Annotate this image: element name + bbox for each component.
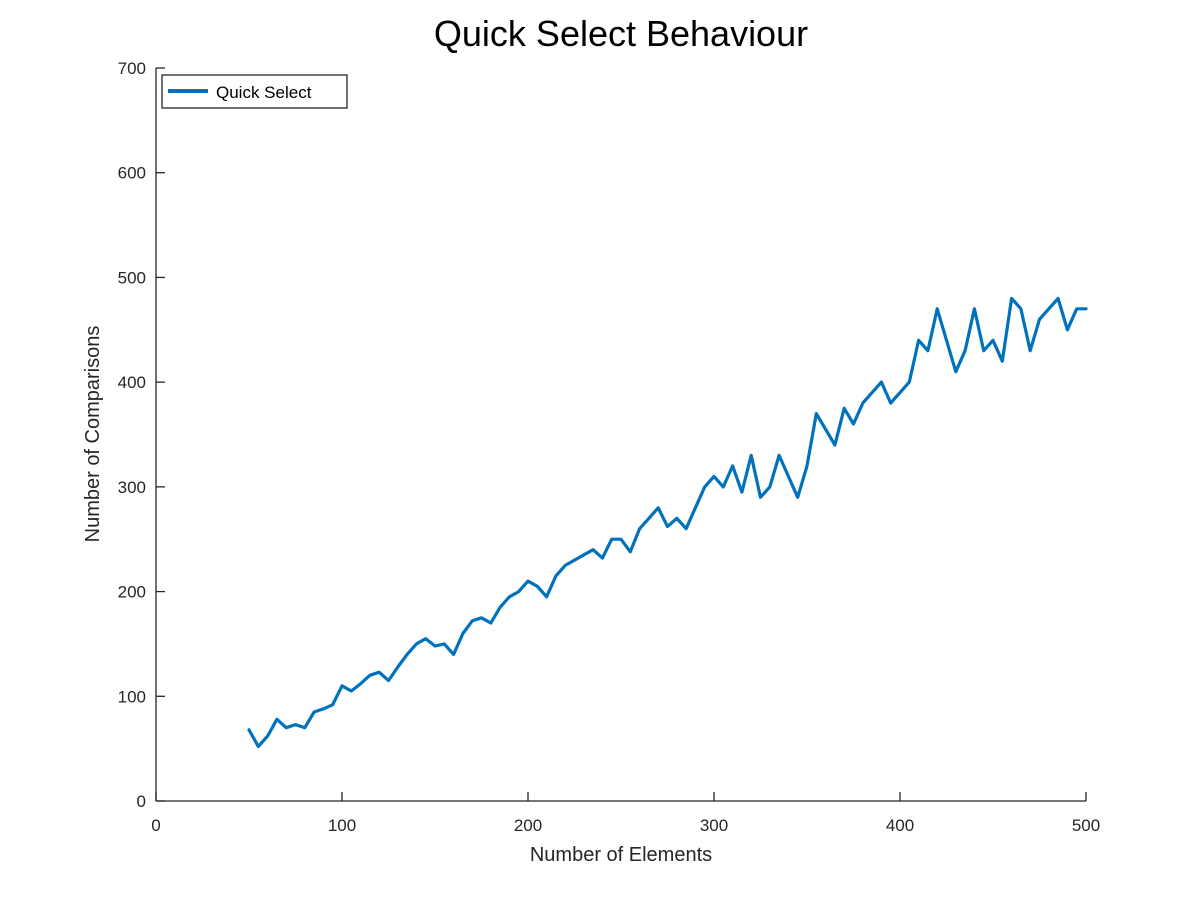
y-tick-label: 700 — [118, 59, 146, 78]
y-tick-label: 500 — [118, 268, 146, 287]
series-line-quick-select — [247, 296, 1088, 749]
x-axis-label: Number of Elements — [530, 844, 712, 866]
plot-area: 0 100 200 300 400 500 0 100 200 300 400 500 600 700 — [118, 59, 1101, 835]
legend: Quick Select — [161, 74, 348, 109]
y-tick-label: 600 — [118, 164, 146, 183]
y-ticks: 0 100 200 300 400 500 600 700 — [118, 59, 165, 811]
y-tick-label: 300 — [118, 478, 146, 497]
y-tick-label: 200 — [118, 583, 146, 602]
x-tick-label: 300 — [700, 816, 728, 835]
x-tick-label: 400 — [886, 816, 914, 835]
x-tick-label: 500 — [1072, 816, 1100, 835]
x-ticks: 0 100 200 300 400 500 — [151, 792, 1100, 835]
chart-title: Quick Select Behaviour — [434, 13, 808, 54]
y-axis-label: Number of Comparisons — [82, 326, 104, 543]
x-tick-label: 200 — [514, 816, 542, 835]
x-tick-label: 0 — [151, 816, 160, 835]
y-tick-label: 100 — [118, 687, 146, 706]
y-tick-label: 400 — [118, 373, 146, 392]
legend-label-quick-select: Quick Select — [216, 83, 312, 102]
y-tick-label: 0 — [137, 792, 146, 811]
x-tick-label: 100 — [328, 816, 356, 835]
